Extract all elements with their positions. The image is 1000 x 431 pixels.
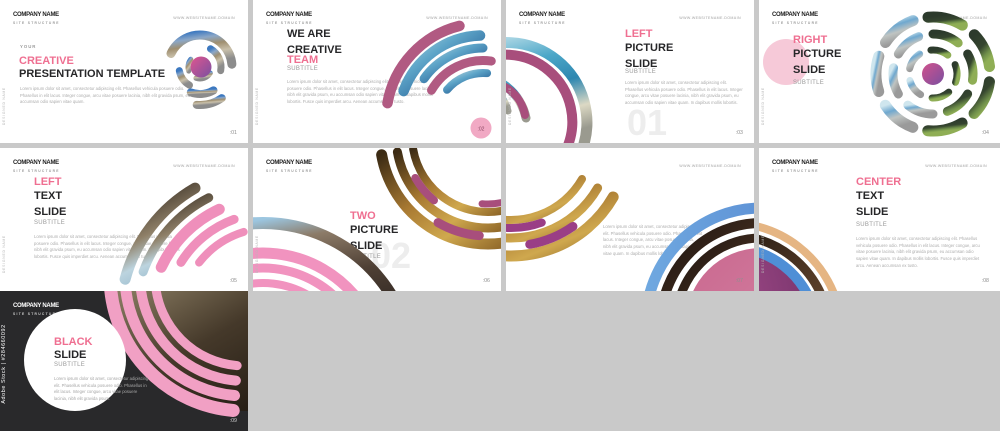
- svg-text::02: :02: [478, 127, 485, 133]
